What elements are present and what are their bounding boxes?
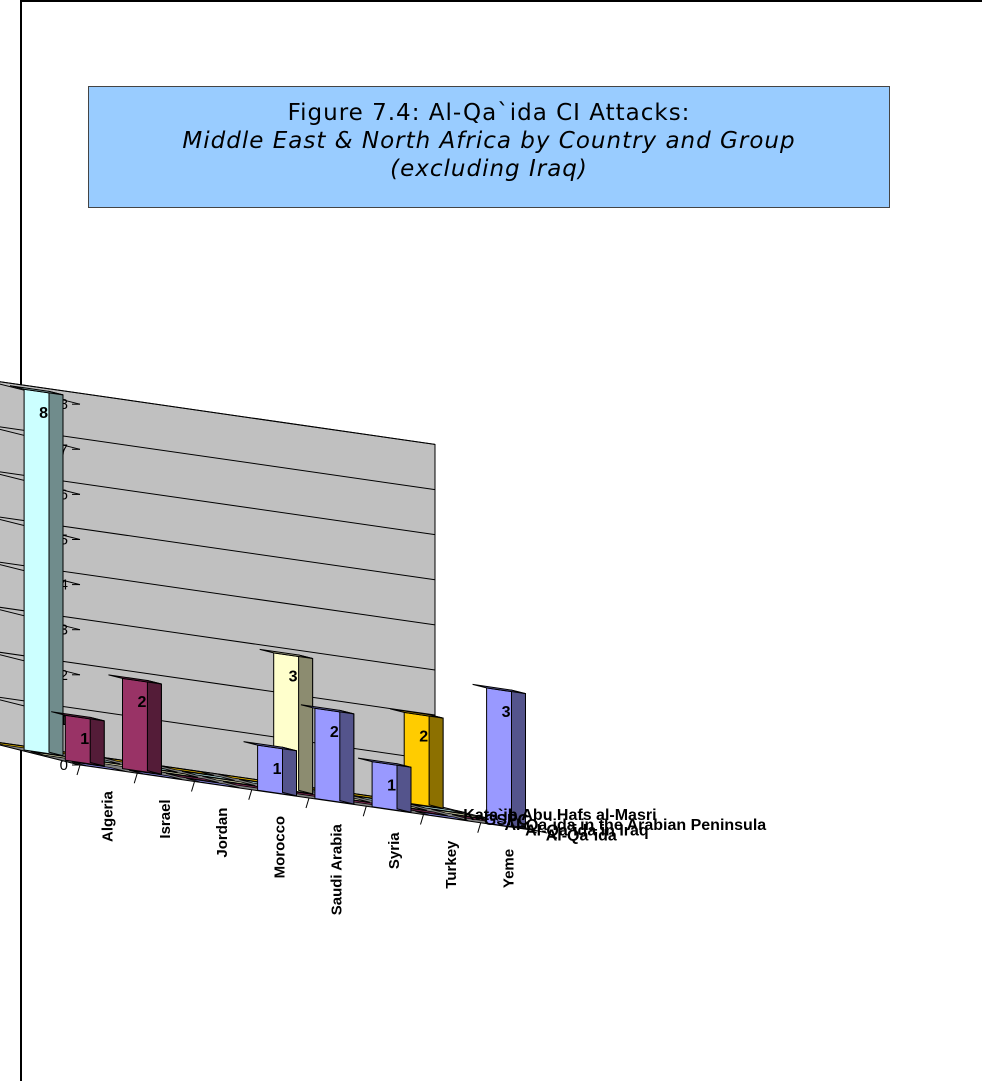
bar — [415, 811, 469, 821]
series-label: Al-Qa`ida in the Arabian Peninsula — [505, 817, 767, 834]
x-tick-label: Israel — [157, 799, 174, 838]
bar-side-face — [396, 763, 412, 814]
bar-zero-tile — [129, 769, 183, 780]
y-tick-label: 1 — [60, 712, 68, 729]
bar-value-label: 1 — [273, 761, 282, 778]
bar-side-face — [89, 716, 105, 767]
y-tick-label: 7 — [60, 441, 68, 458]
y-tick-label: 0 — [60, 757, 68, 774]
bar — [161, 765, 215, 776]
y-axis: 0 1 2 3 4 5 6 7 8 — [60, 396, 80, 774]
bar-side-face — [339, 709, 355, 805]
bar-top-face — [259, 648, 313, 659]
series-label: Al-Qa`ida — [546, 827, 617, 844]
bar-top-face — [9, 385, 64, 396]
bar-zero-tile — [71, 761, 125, 772]
y-tick-label: 4 — [60, 577, 68, 594]
y-tick-label: 5 — [60, 532, 68, 549]
bar: 1 — [51, 711, 105, 767]
bar-zero-tile — [186, 778, 240, 788]
bar: 2 — [108, 674, 162, 775]
bar-value-label: 8 — [39, 405, 48, 422]
bar — [165, 772, 219, 783]
x-tick-mark — [133, 773, 138, 784]
bar-value-label: 1 — [387, 777, 396, 794]
bars-layer: 2 8 3 1 2 1 2 1 3 — [0, 385, 526, 830]
bar — [129, 769, 183, 780]
bar: 2 — [300, 704, 355, 805]
x-tick-mark — [362, 806, 367, 817]
bar: 1 — [357, 757, 412, 814]
title-line-3: (excluding Iraq) — [390, 156, 588, 182]
series-tick-mark — [537, 830, 548, 834]
bar-top-face — [390, 708, 444, 719]
chart-title: Figure 7.4: Al-Qa`ida CI Attacks: Middle… — [88, 86, 890, 208]
bar-zero-tile — [202, 776, 256, 786]
title-line-1: Figure 7.4: Al-Qa`ida CI Attacks: — [287, 100, 691, 126]
bar-zero-tile — [415, 811, 469, 821]
bar-zero-tile — [181, 770, 235, 781]
bar-side-face — [48, 390, 64, 757]
series-tick-mark — [476, 815, 486, 819]
bar-zero-tile — [431, 809, 485, 819]
x-tick-label: Saudi Arabia — [329, 823, 346, 915]
bar — [202, 776, 256, 786]
bar — [186, 778, 240, 788]
bar: 2 — [390, 708, 444, 809]
bar-zero-tile — [410, 803, 464, 814]
bar-side-face — [146, 679, 162, 775]
series-label: GSPC — [484, 812, 530, 829]
bar-value-label: 2 — [138, 694, 147, 711]
bar-value-label: 3 — [289, 669, 298, 686]
series-tick-mark — [496, 820, 506, 824]
x-tick-label: Morocco — [271, 816, 288, 879]
y-tick-label: 3 — [60, 622, 68, 639]
title-line-2: Middle East & North Africa by Country an… — [182, 128, 796, 154]
bar-top-face — [108, 674, 162, 685]
x-axis: Algeria Israel Jordan Morocco Saudi Arabia Sy… — [76, 764, 517, 915]
bar — [71, 761, 125, 772]
y-tick-label: 2 — [60, 667, 68, 684]
x-tick-mark — [191, 781, 195, 792]
bar-value-label: 2 — [330, 724, 339, 741]
y-tick-label: 8 — [60, 396, 68, 413]
bar-value-label: 1 — [80, 731, 89, 748]
bar-top-face — [357, 757, 412, 768]
x-tick-mark — [305, 797, 310, 809]
x-tick-label: Syria — [386, 832, 403, 869]
x-tick-label: Jordan — [214, 808, 231, 858]
bar-side-face — [282, 746, 297, 797]
series-tick-mark — [517, 825, 527, 829]
bar-value-label: 2 — [419, 728, 428, 745]
bar-zero-tile — [161, 765, 215, 776]
bar-side-face — [428, 713, 444, 809]
x-tick-label: Turkey — [443, 840, 460, 889]
bar — [410, 803, 464, 814]
bar: 3 — [472, 683, 526, 830]
bar: 8 — [9, 385, 64, 757]
bar-top-face — [51, 711, 105, 722]
bar-side-face — [298, 654, 314, 795]
bar-zero-tile — [165, 772, 219, 783]
x-tick-mark — [420, 814, 424, 825]
bar — [181, 770, 235, 781]
bar-top-face — [243, 741, 297, 752]
x-tick-mark — [477, 822, 482, 833]
y-tick-label: 6 — [60, 486, 68, 503]
bar-top-face — [472, 683, 526, 695]
bar: 1 — [243, 741, 297, 797]
bar-top-face — [300, 704, 354, 715]
x-tick-mark — [248, 789, 253, 800]
series-label: Al-Qa`ida in Iraq — [525, 822, 649, 839]
bar-value-label: 3 — [502, 704, 511, 721]
x-tick-label: Yeme — [500, 849, 517, 888]
x-tick-mark — [76, 764, 81, 776]
series-tick-mark — [455, 809, 465, 813]
bar — [431, 809, 485, 819]
x-tick-label: Algeria — [100, 790, 117, 842]
series-label: Kata`ib Abu Hafs al-Masri — [463, 807, 656, 824]
